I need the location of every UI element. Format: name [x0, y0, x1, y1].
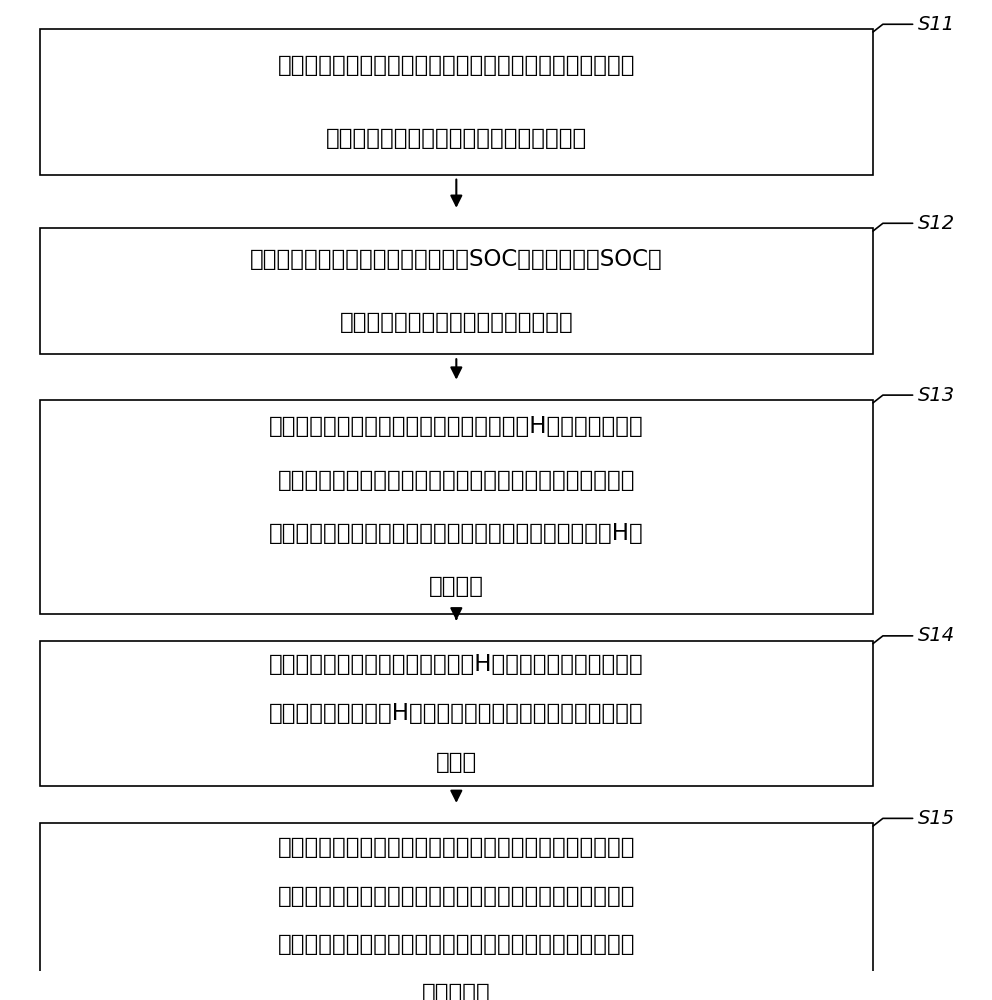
Text: 结构模块: 结构模块 — [429, 575, 484, 598]
Text: 率和占空比；加热电路包括动力电池以及动力电池外接的H桥: 率和占空比；加热电路包括动力电池以及动力电池外接的H桥 — [269, 522, 644, 545]
Text: 元件的开合状态，令H桥结构模块与动力电池构建的自加热回: 元件的开合状态，令H桥结构模块与动力电池构建的自加热回 — [269, 702, 644, 725]
FancyBboxPatch shape — [40, 228, 873, 354]
Text: S13: S13 — [918, 386, 954, 405]
FancyBboxPatch shape — [40, 641, 873, 786]
Text: S14: S14 — [918, 626, 954, 645]
Text: 路导通: 路导通 — [435, 751, 477, 774]
FancyBboxPatch shape — [40, 400, 873, 614]
Text: 在自加热模式下获取动力电池的当前SOC，并根据当前SOC获: 在自加热模式下获取动力电池的当前SOC，并根据当前SOC获 — [250, 248, 663, 271]
Text: 获取动力电池的实时温度，若动力电池的实时温度低于预设: 获取动力电池的实时温度，若动力电池的实时温度低于预设 — [278, 54, 635, 77]
Text: 路并退出动力电池的自加热模式。预设目标温度阈值大于预: 路并退出动力电池的自加热模式。预设目标温度阈值大于预 — [278, 933, 635, 956]
Text: S12: S12 — [918, 214, 954, 233]
Text: 根据开路电压、交流内阻以及加热电路中的H桥结构模块的元: 根据开路电压、交流内阻以及加热电路中的H桥结构模块的元 — [269, 415, 644, 438]
Text: 器件参数，确定加热电路对动力电池进行加热所需的开关频: 器件参数，确定加热电路对动力电池进行加热所需的开关频 — [278, 469, 635, 492]
Text: S11: S11 — [918, 15, 954, 34]
Text: 取动力电池当前的开路电压和交流内阻: 取动力电池当前的开路电压和交流内阻 — [339, 311, 573, 334]
Text: 设低温阈值: 设低温阈值 — [422, 982, 491, 1000]
Text: 通过导通的自加热回路对动力电池进行自加热操作，直至动: 通过导通的自加热回路对动力电池进行自加热操作，直至动 — [278, 836, 635, 859]
FancyBboxPatch shape — [40, 29, 873, 175]
Text: 低温阈值，则切换至动力电池的自加热模式: 低温阈值，则切换至动力电池的自加热模式 — [325, 127, 587, 150]
Text: 力电池的实时温度高于预设目标温度阈值时，断开自加热回: 力电池的实时温度高于预设目标温度阈值时，断开自加热回 — [278, 885, 635, 908]
Text: 根据确定的开关频率和占空比控制H桥结构模块中的所有开关: 根据确定的开关频率和占空比控制H桥结构模块中的所有开关 — [269, 653, 644, 676]
FancyBboxPatch shape — [40, 823, 873, 1000]
Text: S15: S15 — [918, 809, 954, 828]
